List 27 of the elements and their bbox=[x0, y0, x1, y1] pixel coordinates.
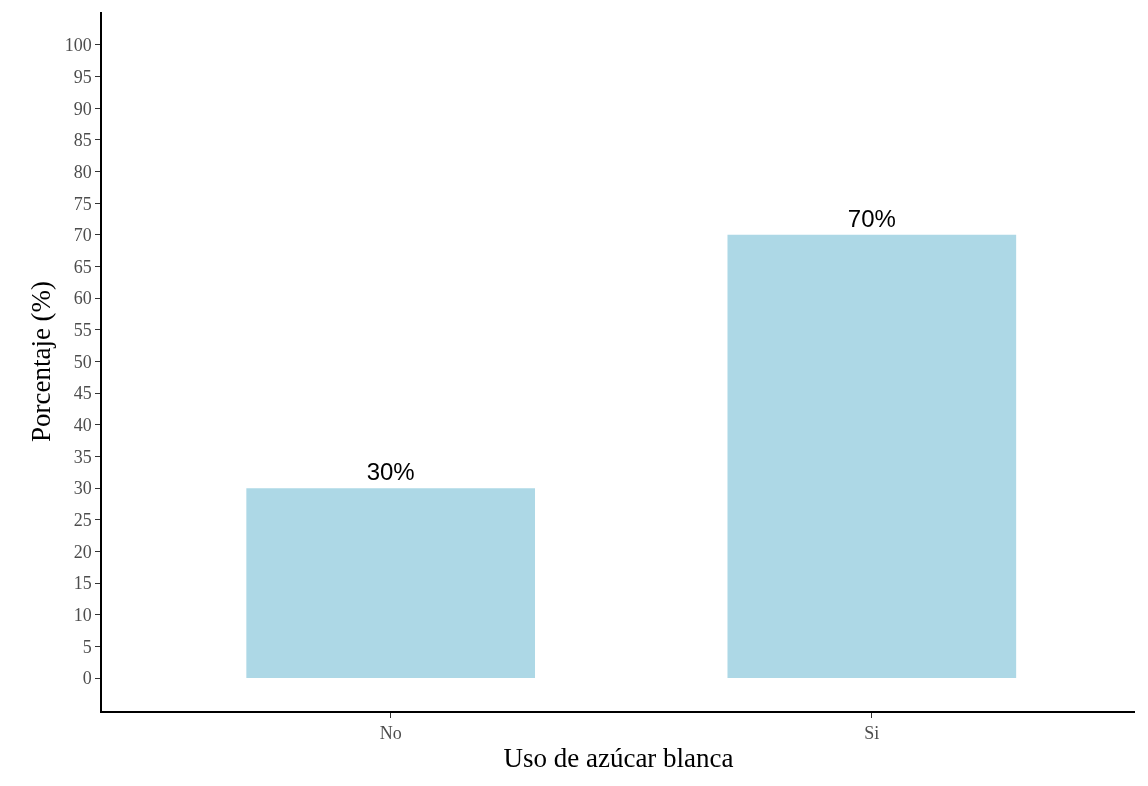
data-label: 70% bbox=[847, 204, 896, 232]
y-tick-label: 50 bbox=[73, 351, 92, 372]
x-axis-title: Uso de azúcar blanca bbox=[503, 743, 734, 774]
y-tick-label: 35 bbox=[73, 446, 92, 467]
y-tick-label: 40 bbox=[73, 415, 92, 436]
y-tick-label: 10 bbox=[73, 605, 92, 626]
x-tick-label: No bbox=[379, 723, 402, 744]
y-tick-label: 80 bbox=[73, 161, 92, 182]
y-tick-label: 95 bbox=[73, 66, 92, 87]
y-tick-label: 65 bbox=[73, 256, 92, 277]
y-tick-label: 0 bbox=[82, 668, 92, 689]
y-tick-label: 90 bbox=[73, 98, 92, 119]
y-tick-label: 55 bbox=[73, 320, 92, 341]
y-tick-label: 30 bbox=[73, 478, 92, 499]
x-tick-label: Si bbox=[864, 723, 880, 744]
y-tick-label: 15 bbox=[73, 573, 92, 594]
y-tick-label: 75 bbox=[73, 193, 92, 214]
y-tick-label: 25 bbox=[73, 510, 92, 531]
y-tick-label: 20 bbox=[73, 541, 92, 562]
y-tick-label: 45 bbox=[73, 383, 92, 404]
data-label: 30% bbox=[366, 458, 415, 486]
y-tick-label: 60 bbox=[73, 288, 92, 309]
y-tick-label: 85 bbox=[73, 130, 92, 151]
y-tick-label: 100 bbox=[64, 35, 92, 56]
y-tick-label: 70 bbox=[73, 225, 92, 246]
y-axis-title: Porcentaje (%) bbox=[26, 280, 57, 443]
y-tick-label: 5 bbox=[82, 636, 92, 657]
